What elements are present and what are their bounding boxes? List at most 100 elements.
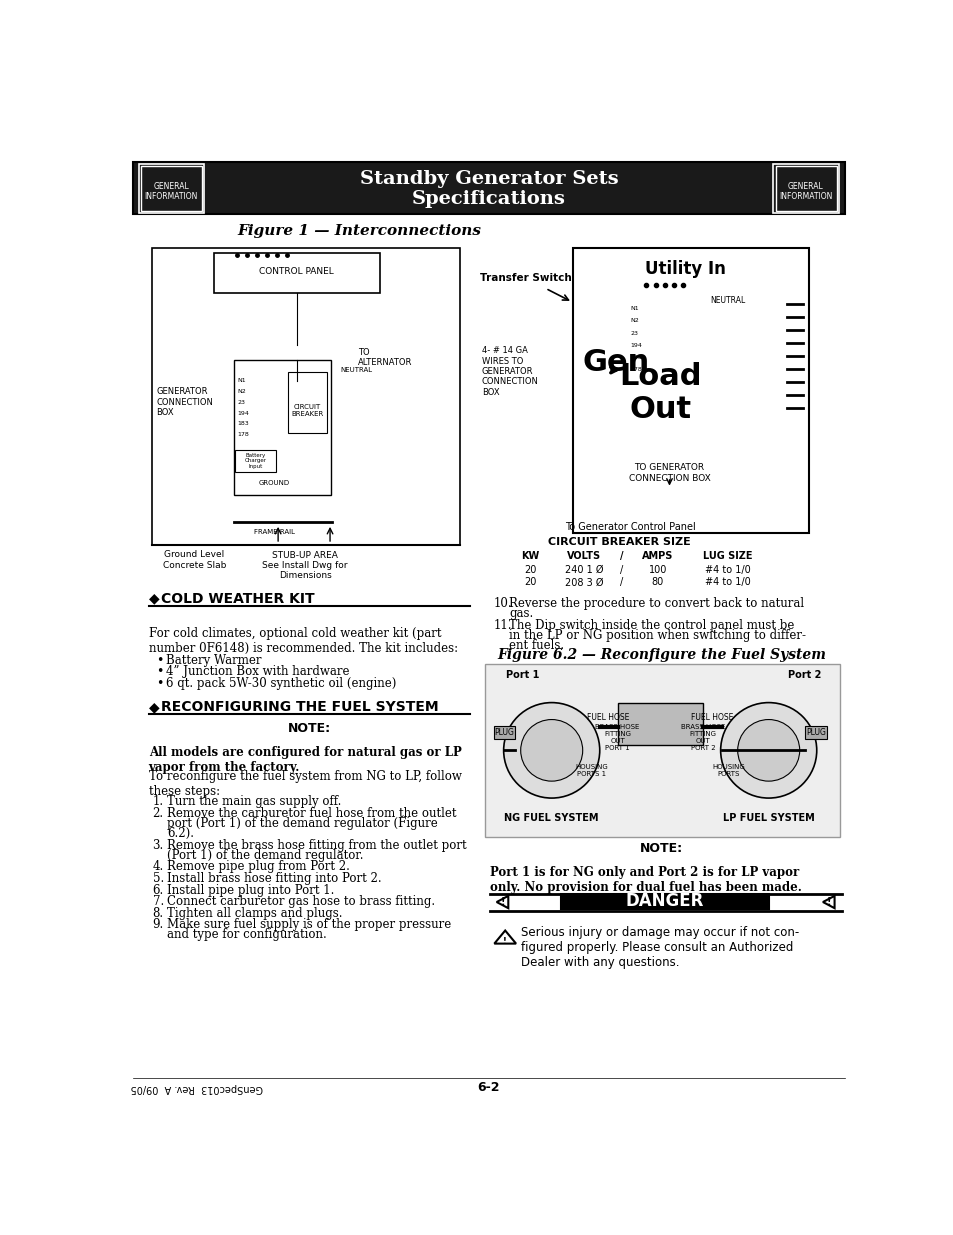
Text: 10.: 10. xyxy=(493,597,512,610)
Circle shape xyxy=(503,703,599,798)
Text: Figure 6.2 — Reconfigure the Fuel System: Figure 6.2 — Reconfigure the Fuel System xyxy=(497,648,825,662)
Text: CONTROL PANEL: CONTROL PANEL xyxy=(259,267,334,275)
FancyBboxPatch shape xyxy=(484,664,840,837)
Text: #4 to 1/0: #4 to 1/0 xyxy=(704,578,750,588)
Text: !: ! xyxy=(500,897,504,906)
Text: N1: N1 xyxy=(630,306,639,311)
FancyBboxPatch shape xyxy=(213,253,380,293)
Text: To reconfigure the fuel system from NG to LP, follow
these steps:: To reconfigure the fuel system from NG t… xyxy=(149,771,461,798)
Text: 4.: 4. xyxy=(152,861,164,873)
Text: Port 1: Port 1 xyxy=(505,669,538,680)
Text: AMPS: AMPS xyxy=(641,551,673,561)
Text: For cold climates, optional cold weather kit (part
number 0F6148) is recommended: For cold climates, optional cold weather… xyxy=(149,627,457,655)
Text: GENERATOR
CONNECTION
BOX: GENERATOR CONNECTION BOX xyxy=(156,388,213,417)
FancyBboxPatch shape xyxy=(617,703,702,745)
Text: Gen: Gen xyxy=(582,348,649,377)
Text: Install brass hose fitting into Port 2.: Install brass hose fitting into Port 2. xyxy=(167,872,381,885)
Text: 6.: 6. xyxy=(152,883,164,897)
Text: Ground Level
Concrete Slab: Ground Level Concrete Slab xyxy=(163,551,226,569)
Text: 100: 100 xyxy=(648,566,666,576)
Text: !: ! xyxy=(503,937,507,946)
Text: 20: 20 xyxy=(523,566,536,576)
Text: Serious injury or damage may occur if not con-
figured properly. Please consult : Serious injury or damage may occur if no… xyxy=(520,926,798,969)
Text: Remove the brass hose fitting from the outlet port: Remove the brass hose fitting from the o… xyxy=(167,839,466,852)
Circle shape xyxy=(720,703,816,798)
Text: VOLTS: VOLTS xyxy=(567,551,600,561)
Text: HOUSING
PORTS: HOUSING PORTS xyxy=(711,764,744,777)
Text: To Generator Control Panel: To Generator Control Panel xyxy=(565,522,696,532)
FancyBboxPatch shape xyxy=(235,450,275,472)
FancyBboxPatch shape xyxy=(804,726,826,739)
Text: NEUTRAL: NEUTRAL xyxy=(340,367,372,373)
Text: FUEL HOSE: FUEL HOSE xyxy=(586,714,629,722)
Text: N2: N2 xyxy=(630,319,639,324)
Text: Standby Generator Sets: Standby Generator Sets xyxy=(359,170,618,188)
Text: BRASS HOSE
FITTING
OUT
PORT 2: BRASS HOSE FITTING OUT PORT 2 xyxy=(679,724,724,751)
Text: CIRCUIT BREAKER SIZE: CIRCUIT BREAKER SIZE xyxy=(547,537,690,547)
Text: Load
Out: Load Out xyxy=(618,362,700,425)
Text: and type for configuration.: and type for configuration. xyxy=(167,929,327,941)
Text: FUEL HOSE: FUEL HOSE xyxy=(690,714,733,722)
Text: 7.: 7. xyxy=(152,895,164,908)
Text: FRAME RAIL: FRAME RAIL xyxy=(253,529,294,535)
Circle shape xyxy=(520,720,582,782)
Text: 178: 178 xyxy=(236,432,249,437)
FancyBboxPatch shape xyxy=(152,248,459,545)
Text: Remove the carburetor fuel hose from the outlet: Remove the carburetor fuel hose from the… xyxy=(167,806,456,820)
Text: CIRCUIT
BREAKER: CIRCUIT BREAKER xyxy=(292,404,323,416)
FancyBboxPatch shape xyxy=(288,372,327,433)
FancyBboxPatch shape xyxy=(133,162,843,215)
Text: 208 3 Ø: 208 3 Ø xyxy=(564,578,603,588)
Text: /: / xyxy=(619,551,622,561)
Text: •: • xyxy=(156,653,164,667)
Text: Port 1 is for NG only and Port 2 is for LP vapor
only. No provision for dual fue: Port 1 is for NG only and Port 2 is for … xyxy=(489,866,801,894)
Text: 1.: 1. xyxy=(152,795,164,808)
Text: LP FUEL SYSTEM: LP FUEL SYSTEM xyxy=(722,813,814,823)
Text: RECONFIGURING THE FUEL SYSTEM: RECONFIGURING THE FUEL SYSTEM xyxy=(161,700,438,714)
Text: TO GENERATOR
CONNECTION BOX: TO GENERATOR CONNECTION BOX xyxy=(628,463,710,483)
Text: 240 1 Ø: 240 1 Ø xyxy=(564,566,603,576)
Text: STUB-UP AREA
See Install Dwg for
Dimensions: STUB-UP AREA See Install Dwg for Dimensi… xyxy=(262,551,348,580)
Text: 23: 23 xyxy=(630,331,639,336)
FancyBboxPatch shape xyxy=(493,726,515,739)
FancyBboxPatch shape xyxy=(572,248,808,534)
Text: #4 to 1/0: #4 to 1/0 xyxy=(704,566,750,576)
Text: GENERAL
INFORMATION: GENERAL INFORMATION xyxy=(144,182,197,201)
Text: 194: 194 xyxy=(630,343,642,348)
Text: PLUG: PLUG xyxy=(494,729,514,737)
Text: gas.: gas. xyxy=(509,608,533,620)
Text: 178: 178 xyxy=(630,368,641,373)
Text: The Dip switch inside the control panel must be: The Dip switch inside the control panel … xyxy=(509,619,794,631)
Text: ◆: ◆ xyxy=(149,592,159,605)
Text: N1: N1 xyxy=(236,378,246,383)
Text: •: • xyxy=(156,677,164,690)
Text: in the LP or NG position when switching to differ-: in the LP or NG position when switching … xyxy=(509,629,805,642)
Text: DANGER: DANGER xyxy=(625,892,703,910)
Text: KW: KW xyxy=(520,551,538,561)
Text: 183: 183 xyxy=(630,356,641,361)
Text: COLD WEATHER KIT: COLD WEATHER KIT xyxy=(161,592,314,605)
Text: Turn the main gas supply off.: Turn the main gas supply off. xyxy=(167,795,341,808)
Text: 80: 80 xyxy=(651,578,663,588)
Circle shape xyxy=(737,720,799,782)
Text: !: ! xyxy=(826,897,830,906)
Text: /: / xyxy=(619,578,622,588)
Text: GenSpec013  Rev. A  09/05: GenSpec013 Rev. A 09/05 xyxy=(131,1083,263,1093)
Text: BRASS HOSE
FITTING
OUT
PORT 1: BRASS HOSE FITTING OUT PORT 1 xyxy=(595,724,639,751)
Text: GENERAL
INFORMATION: GENERAL INFORMATION xyxy=(779,182,832,201)
Text: port (Port 1) of the demand regulator (Figure: port (Port 1) of the demand regulator (F… xyxy=(167,816,437,830)
Text: NEUTRAL: NEUTRAL xyxy=(709,296,744,305)
Text: Connect carburetor gas hose to brass fitting.: Connect carburetor gas hose to brass fit… xyxy=(167,895,435,908)
Text: 5.: 5. xyxy=(152,872,164,885)
Text: 6.2).: 6.2). xyxy=(167,826,194,840)
Text: Tighten all clamps and plugs.: Tighten all clamps and plugs. xyxy=(167,906,342,920)
Text: Battery
Charger
Input: Battery Charger Input xyxy=(244,452,267,469)
Text: Figure 1 — Interconnections: Figure 1 — Interconnections xyxy=(237,225,481,238)
Text: Remove pipe plug from Port 2.: Remove pipe plug from Port 2. xyxy=(167,861,350,873)
Text: NOTE:: NOTE: xyxy=(287,721,331,735)
Text: 6 qt. pack 5W-30 synthetic oil (engine): 6 qt. pack 5W-30 synthetic oil (engine) xyxy=(166,677,395,690)
Text: (Port 1) of the demand regulator.: (Port 1) of the demand regulator. xyxy=(167,848,363,862)
Text: LUG SIZE: LUG SIZE xyxy=(702,551,752,561)
FancyBboxPatch shape xyxy=(138,163,204,212)
Text: NOTE:: NOTE: xyxy=(639,842,682,856)
